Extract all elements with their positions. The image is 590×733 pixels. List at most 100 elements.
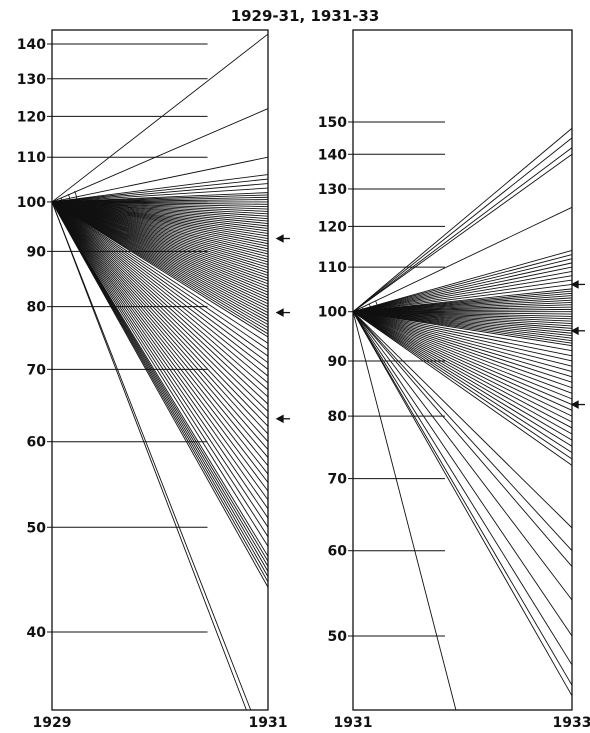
series-line	[352, 311, 573, 367]
series-line	[352, 311, 573, 389]
y-tick-label: 100	[318, 305, 347, 321]
series-line	[352, 311, 573, 405]
series-line	[352, 127, 573, 313]
marker-arrowhead	[570, 326, 579, 336]
series-line	[51, 201, 269, 435]
plot-frame	[51, 29, 269, 711]
series-line	[352, 279, 573, 313]
y-tick-label: 130	[17, 72, 46, 88]
series-line	[352, 311, 573, 347]
series-line	[51, 156, 269, 203]
series-line	[51, 201, 269, 370]
series-line	[51, 201, 269, 384]
series-line	[352, 311, 573, 567]
marker-arrowhead	[570, 280, 579, 289]
x-start-label: 1931	[334, 715, 373, 731]
series-line	[51, 201, 269, 528]
series-line	[352, 311, 573, 435]
y-tick-label: 140	[318, 147, 347, 163]
y-tick-label: 130	[318, 182, 347, 198]
series-line	[51, 201, 269, 377]
y-tick-label: 60	[27, 435, 47, 451]
figure-title: 1929-31, 1931-33	[231, 7, 380, 25]
series-line	[352, 311, 573, 400]
y-tick-label: 80	[27, 300, 47, 316]
marker-arrowhead	[275, 308, 284, 317]
origin-arc	[72, 190, 78, 216]
series-line	[352, 311, 573, 552]
series-line	[51, 201, 247, 711]
series-line	[352, 249, 573, 313]
series-line	[51, 201, 269, 412]
x-start-label: 1929	[33, 715, 72, 731]
y-tick-label: 70	[27, 362, 47, 378]
series-line	[352, 137, 573, 313]
y-tick-label: 120	[318, 219, 347, 235]
series-line	[352, 311, 573, 357]
series-line	[51, 201, 269, 442]
series-line	[352, 311, 573, 417]
series-line	[51, 201, 252, 711]
marker-arrowhead	[570, 400, 579, 409]
series-line	[51, 201, 269, 458]
y-tick-label: 90	[27, 244, 47, 260]
series-line	[51, 201, 269, 391]
series-line	[352, 206, 573, 313]
origin-arc	[60, 197, 63, 208]
series-line	[51, 201, 269, 492]
series-line	[51, 201, 269, 588]
series-line	[352, 311, 573, 372]
series-line	[352, 262, 573, 313]
series-line	[51, 201, 269, 344]
origin-arc	[367, 303, 372, 322]
y-tick-label: 140	[17, 37, 46, 53]
series-line	[352, 311, 573, 362]
series-line	[352, 311, 573, 378]
series-line	[352, 311, 573, 411]
series-line	[352, 311, 573, 394]
series-line	[352, 311, 573, 429]
series-line	[352, 311, 573, 453]
series-line	[51, 201, 269, 405]
series-line	[352, 311, 573, 697]
y-tick-label: 90	[328, 354, 348, 370]
series-line	[51, 201, 269, 398]
series-line	[352, 147, 573, 313]
y-tick-label: 110	[318, 260, 347, 276]
series-line	[352, 311, 573, 383]
panel-1931-1933: 150 140 130 120 110 100 90 80 70 60 50 1931 1933	[318, 29, 590, 731]
series-line	[51, 108, 269, 203]
y-tick-label: 50	[27, 520, 47, 536]
series-line	[51, 201, 269, 427]
series-line	[51, 201, 269, 483]
origin-arc	[361, 307, 364, 318]
series-line	[352, 283, 573, 313]
series-line	[352, 258, 573, 313]
series-line	[352, 311, 573, 637]
series-line	[51, 183, 269, 203]
series-line	[352, 311, 573, 666]
series-line	[352, 311, 573, 529]
y-tick-label: 70	[328, 472, 348, 488]
series-line	[352, 266, 573, 313]
series-line	[352, 311, 573, 686]
y-tick-label: 110	[17, 150, 46, 166]
series-line	[51, 201, 269, 338]
series-line	[352, 311, 573, 460]
y-tick-label: 40	[27, 625, 47, 641]
series-line	[352, 311, 573, 601]
series-line	[51, 33, 269, 203]
marker-arrowhead	[275, 234, 284, 243]
series-line	[352, 311, 573, 423]
series-line	[51, 201, 269, 351]
series-line	[51, 201, 269, 547]
marker-arrowhead	[275, 414, 284, 424]
series-line	[51, 201, 269, 420]
series-line	[51, 178, 269, 203]
panel-1929-1931: 140 130 120 110 100 90 80 70 60 50 40 1929 1931	[17, 29, 290, 731]
series-line	[51, 201, 269, 357]
y-tick-label: 50	[328, 629, 348, 645]
series-line	[352, 153, 573, 313]
series-line	[352, 311, 573, 441]
series-line	[352, 311, 457, 711]
